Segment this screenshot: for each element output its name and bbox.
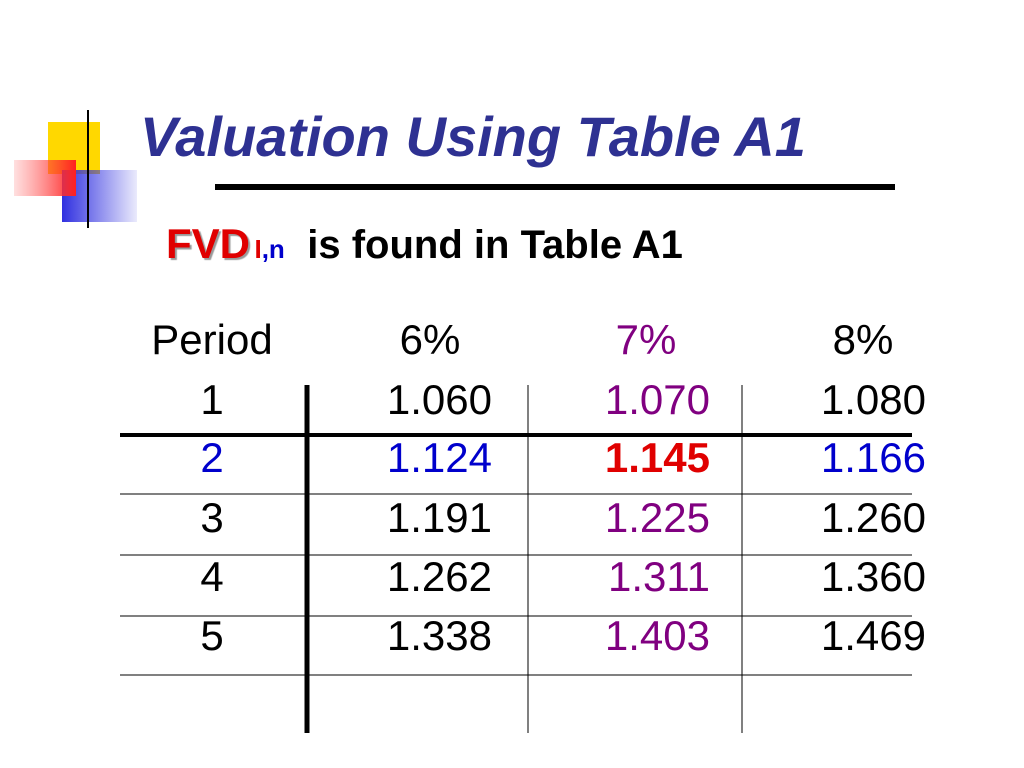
subscript: n bbox=[268, 234, 285, 264]
factor-cell: 1.260 bbox=[820, 494, 926, 541]
factor-cell: 1.225 bbox=[604, 494, 710, 541]
factor-cell: 1.469 bbox=[820, 612, 926, 659]
factor-cell: 1.403 bbox=[604, 612, 710, 659]
title: Valuation Using Table A1 bbox=[140, 105, 806, 168]
factor-cell: 1.070 bbox=[604, 376, 710, 423]
period-cell: 4 bbox=[200, 553, 224, 600]
factor-cell: 1.080 bbox=[820, 376, 926, 423]
symbol: FVD bbox=[166, 220, 250, 267]
period-cell: 2 bbox=[200, 434, 224, 481]
column-header: 7% bbox=[615, 316, 677, 363]
factor-cell: 1.124 bbox=[386, 434, 492, 481]
period-cell: 5 bbox=[200, 612, 224, 659]
period-cell: 1 bbox=[200, 376, 224, 423]
column-header: 8% bbox=[832, 316, 894, 363]
period-cell: 3 bbox=[200, 494, 224, 541]
subscript: , bbox=[261, 234, 269, 264]
factor-cell: 1.360 bbox=[820, 553, 926, 600]
subscript: I bbox=[254, 234, 262, 264]
factor-cell: 1.338 bbox=[386, 612, 492, 659]
factor-cell: 1.060 bbox=[386, 376, 492, 423]
factor-cell: 1.311 bbox=[608, 553, 710, 600]
column-header: 6% bbox=[399, 316, 461, 363]
column-header: Period bbox=[151, 316, 273, 363]
factor-cell: 1.166 bbox=[820, 434, 926, 481]
subtitle-text: is found in Table A1 bbox=[307, 223, 683, 267]
factor-cell: 1.145 bbox=[604, 434, 710, 481]
factor-cell: 1.262 bbox=[386, 553, 492, 600]
subtitle: FVD I,n is found in Table A1 bbox=[166, 220, 683, 268]
factor-cell: 1.191 bbox=[386, 494, 492, 541]
